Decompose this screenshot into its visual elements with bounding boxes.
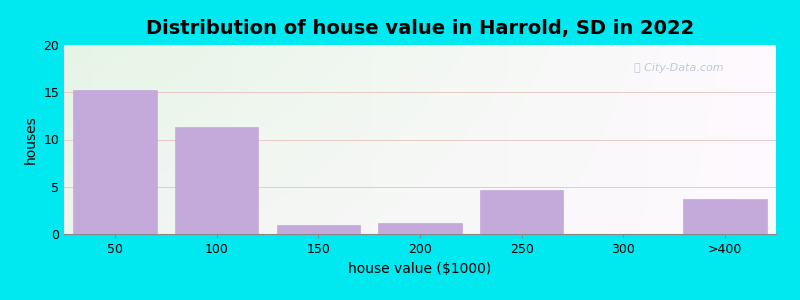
Bar xyxy=(480,190,563,234)
Bar xyxy=(175,127,258,234)
X-axis label: house value ($1000): house value ($1000) xyxy=(348,262,492,276)
Title: Distribution of house value in Harrold, SD in 2022: Distribution of house value in Harrold, … xyxy=(146,19,694,38)
Bar xyxy=(378,223,462,234)
Bar xyxy=(277,224,360,234)
Bar xyxy=(683,199,767,234)
Bar xyxy=(73,90,157,234)
Y-axis label: houses: houses xyxy=(24,115,38,164)
Text: ⭘ City-Data.com: ⭘ City-Data.com xyxy=(634,63,723,73)
